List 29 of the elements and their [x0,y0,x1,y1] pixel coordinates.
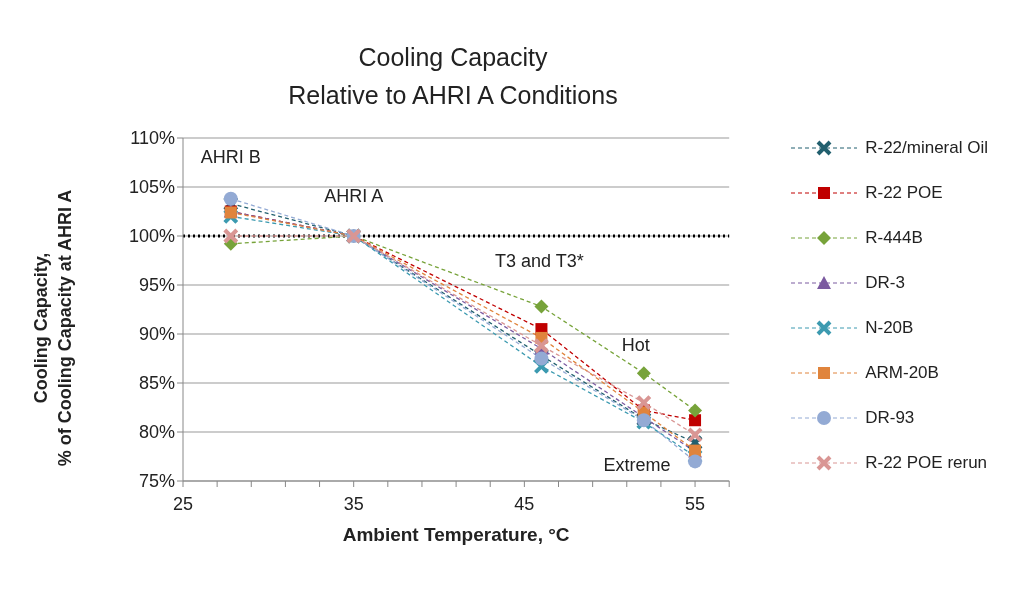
annotation: Extreme [603,455,671,476]
legend-label: R-444B [865,228,923,248]
legend-label: DR-93 [865,408,915,428]
legend-label: R-22/mineral Oil [865,138,988,158]
y-tick-label: 90% [138,324,175,345]
y-tick-label: 85% [138,373,175,394]
y-tick-label: 95% [138,275,175,296]
x-tick-label: 35 [343,493,364,514]
chart-subtitle: Relative to AHRI A Conditions [287,80,619,111]
y-tick-label: 80% [138,422,175,443]
legend-label: R-22 POE rerun [865,453,988,473]
y-tick-label: 105% [128,177,175,198]
y-tick-label: 110% [130,128,175,149]
x-axis-title: Ambient Temperature, °C [342,524,570,545]
chart-title: Cooling Capacity [357,42,549,73]
y-axis-title: Cooling Capacity, % of Cooling Capacity at AHRI A [31,189,75,467]
legend-label: DR-3 [865,273,905,293]
annotation: AHRI B [200,146,261,167]
legend-label: R-22 POE [865,183,943,203]
x-tick-label: 25 [172,493,194,514]
x-tick-label: 55 [685,493,706,514]
legend-label: ARM-20B [865,363,939,383]
legend-label: N-20B [865,318,914,338]
annotation: Hot [621,335,650,356]
annotation: AHRI A [324,186,384,206]
x-tick-label: 45 [514,493,535,514]
annotation: T3 and T3* [495,250,584,271]
y-tick-label: 75% [138,471,175,492]
y-tick-label: 100% [128,226,175,247]
